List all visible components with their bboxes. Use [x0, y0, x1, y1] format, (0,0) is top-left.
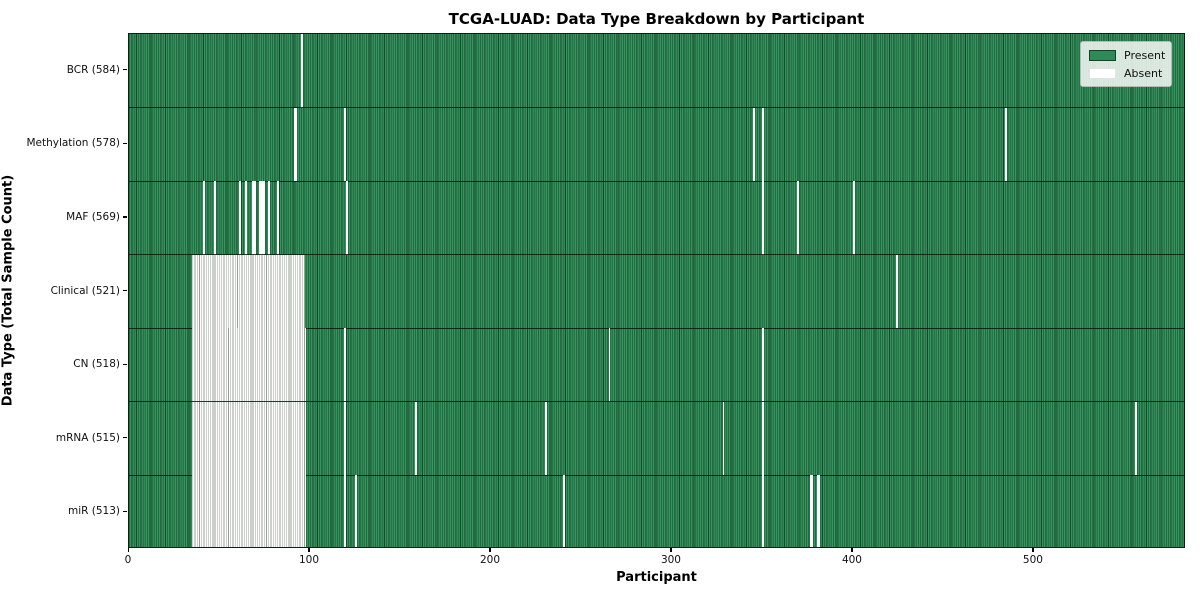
absent-stripe-miR	[816, 475, 821, 547]
absent-stripe-miR	[355, 475, 358, 547]
x-tick-label: 500	[1022, 554, 1043, 566]
absent-stripe-Methylation	[762, 107, 765, 182]
absent-stripe-MAF	[239, 181, 242, 255]
absent-stripe-CN	[192, 328, 307, 402]
x-tick-mark	[127, 548, 129, 552]
absent-stripe-mRNA	[722, 401, 725, 476]
absent-stripe-MAF	[244, 181, 247, 255]
absent-stripe-Methylation	[753, 107, 756, 182]
absent-stripe-MAF	[203, 181, 205, 255]
chart-title: TCGA-LUAD: Data Type Breakdown by Partic…	[448, 10, 865, 28]
x-axis-title: Participant	[616, 570, 697, 585]
row-separator	[129, 327, 1184, 329]
row-separator	[129, 474, 1184, 476]
absent-stripe-MAF	[277, 181, 280, 255]
absent-stripe-CN	[344, 328, 347, 402]
absent-stripe-MAF	[268, 181, 271, 255]
absent-stripe-Clinical	[896, 254, 899, 329]
legend: Present Absent	[1080, 41, 1172, 87]
row-separator	[129, 107, 1184, 109]
absent-stripe-mRNA	[192, 401, 307, 476]
y-tick-label-miR: miR (513)	[67, 505, 120, 518]
row-separator	[129, 254, 1184, 256]
absent-stripe-CN	[608, 328, 611, 402]
row-separator	[129, 180, 1184, 182]
absent-stripe-MAF	[346, 181, 348, 255]
y-tick-mark	[123, 363, 127, 365]
absent-stripe-miR	[809, 475, 814, 547]
x-tick-mark	[670, 548, 672, 552]
absent-stripe-Methylation	[293, 107, 298, 182]
y-tick-mark	[123, 510, 127, 512]
y-tick-mark	[123, 69, 127, 71]
y-tick-mark	[123, 216, 127, 218]
absent-stripe-Clinical	[192, 254, 305, 329]
x-tick-label: 100	[298, 554, 320, 566]
y-tick-label-Clinical: Clinical (521)	[50, 284, 120, 297]
y-tick-label-mRNA: mRNA (515)	[55, 431, 120, 444]
absent-stripe-mRNA	[545, 401, 548, 476]
absent-stripe-MAF	[796, 181, 799, 255]
absent-stripe-mRNA	[414, 401, 417, 476]
y-tick-label-Methylation: Methylation (578)	[26, 137, 120, 150]
legend-entry-absent: Absent	[1089, 67, 1163, 80]
absent-stripe-mRNA	[762, 401, 765, 476]
absent-stripe-MAF	[252, 181, 256, 255]
legend-label-absent: Absent	[1124, 67, 1163, 80]
present-swatch	[1089, 49, 1116, 62]
absent-stripe-MAF	[259, 181, 265, 255]
absent-stripe-Methylation	[344, 107, 347, 182]
absent-stripe-miR	[563, 475, 566, 547]
x-tick-label: 0	[124, 554, 132, 566]
y-tick-label-CN: CN (518)	[73, 358, 120, 371]
x-tick-mark	[308, 548, 310, 552]
legend-label-present: Present	[1124, 49, 1166, 62]
y-tick-mark	[123, 142, 127, 145]
row-separator	[129, 401, 1184, 403]
x-tick-mark	[851, 548, 853, 552]
absent-stripe-miR	[344, 475, 347, 547]
absent-stripe-MAF	[852, 181, 855, 255]
absent-stripe-mRNA	[344, 401, 347, 476]
plot-area: Present Absent	[128, 33, 1185, 548]
x-tick-mark	[1032, 548, 1034, 552]
absent-stripe-Methylation	[1005, 107, 1007, 182]
absent-stripe-CN	[762, 328, 765, 402]
y-tick-mark	[123, 437, 127, 439]
y-tick-label-MAF: MAF (569)	[66, 210, 120, 223]
absent-stripe-BCR	[300, 34, 303, 108]
absent-stripe-miR	[192, 475, 307, 547]
x-tick-label: 200	[479, 554, 501, 566]
absent-stripe-MAF	[762, 181, 765, 255]
x-tick-label: 300	[660, 554, 681, 566]
absent-stripe-mRNA	[1135, 401, 1138, 476]
y-tick-label-BCR: BCR (584)	[66, 63, 120, 76]
x-tick-mark	[489, 548, 491, 552]
y-tick-mark	[123, 290, 127, 292]
absent-stripe-MAF	[214, 181, 216, 255]
absent-stripe-miR	[762, 475, 765, 547]
x-tick-label: 400	[841, 554, 862, 566]
legend-entry-present: Present	[1089, 49, 1166, 62]
absent-swatch	[1089, 67, 1116, 80]
